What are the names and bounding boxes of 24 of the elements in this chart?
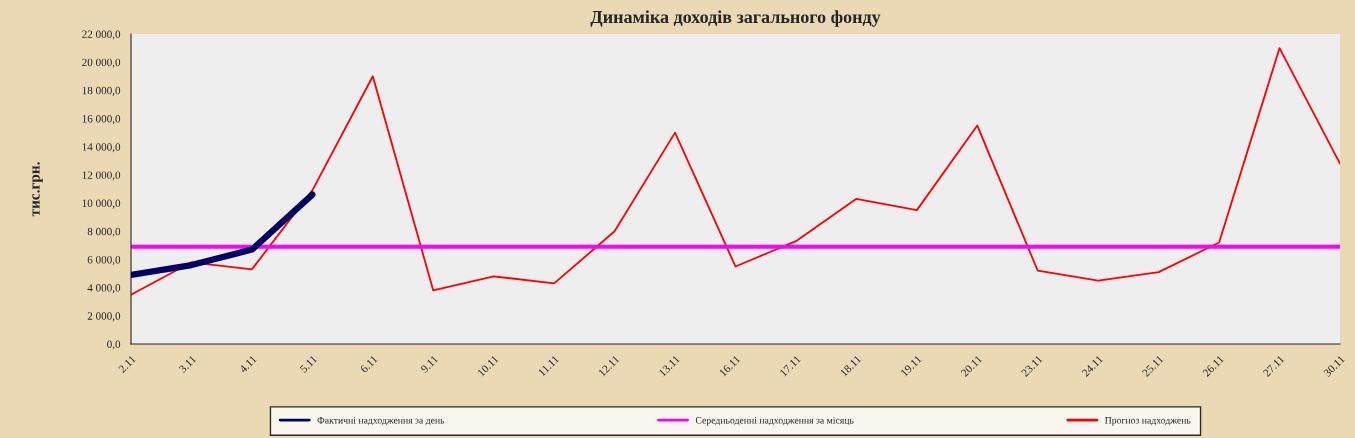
y-tick-label: 18 000,0: [82, 86, 121, 96]
y-tick-label: 6 000,0: [87, 255, 121, 266]
x-tick-label: 2.11: [118, 355, 137, 374]
chart-title: Динаміка доходів загального фонду: [590, 10, 881, 27]
y-tick-label: 16 000,0: [82, 115, 121, 125]
y-tick-label: 14 000,0: [82, 143, 121, 153]
x-tick-label: 6.11: [359, 355, 378, 374]
y-tick-label: 8 000,0: [87, 227, 121, 237]
x-tick-label: 9.11: [420, 355, 439, 374]
y-tick-label: 4 000,0: [87, 284, 121, 294]
line-series: [131, 47, 1340, 296]
y-axis-title: тис.грн.: [32, 162, 43, 217]
y-tick-label: 20 000,0: [82, 58, 121, 68]
x-tick-label: 5.11: [299, 355, 318, 373]
x-tick-label: 3.11: [178, 355, 197, 374]
y-tick-label: 10 000,0: [82, 199, 121, 209]
legend-label: Фактичні надходження за день: [317, 417, 445, 426]
y-tick-label: 2 000,0: [87, 312, 121, 322]
y-tick-label: 22 000,0: [82, 30, 121, 40]
y-tick-label: 12 000,0: [82, 171, 121, 181]
legend-label: Прогноз надходжень: [1105, 417, 1191, 426]
legend-label: Середньоденні надходження за місяць: [695, 417, 854, 426]
x-tick-label: 4.11: [238, 355, 257, 374]
y-tick-label: 0,0: [107, 340, 121, 350]
